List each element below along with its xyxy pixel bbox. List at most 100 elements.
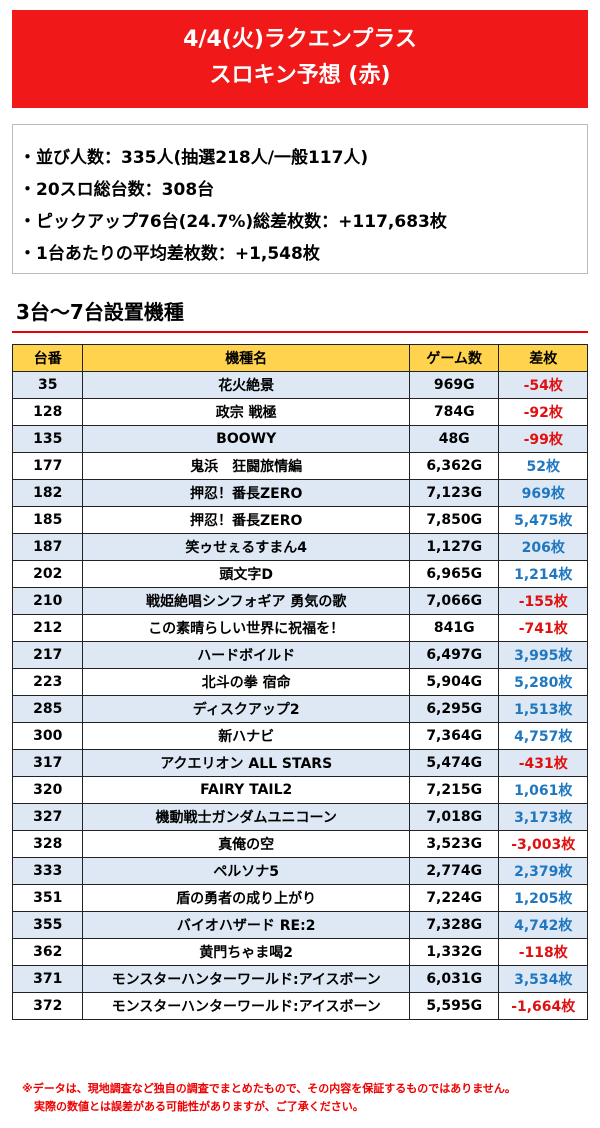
table-row: 128 政宗 戦極 784G -92枚 <box>11 398 588 426</box>
table-cell: 6,965G <box>408 560 500 588</box>
table-row: 355 バイオハザード RE:2 7,328G 4,742枚 <box>11 911 588 939</box>
table-cell: 北斗の拳 宿命 <box>82 668 410 696</box>
table-cell: 1,205枚 <box>498 884 588 912</box>
table-row: 223 北斗の拳 宿命 5,904G 5,280枚 <box>11 668 588 696</box>
table-row: 327 機動戦士ガンダムユニコーン 7,018G 3,173枚 <box>11 803 588 831</box>
table-cell: -155枚 <box>498 587 588 615</box>
table-cell: 機動戦士ガンダムユニコーン <box>82 803 410 831</box>
table: 台番 機種名 ゲーム数 差枚 35 花火絶景 969G -54枚 128 政宗 戦極 784G -92… <box>11 344 588 1020</box>
table-cell: 3,534枚 <box>498 965 588 993</box>
table-cell: 6,295G <box>408 695 500 723</box>
column-header: ゲーム数 <box>408 344 500 372</box>
table-row: 202 頭文字D 6,965G 1,214枚 <box>11 560 588 588</box>
table-cell: 3,523G <box>408 830 500 858</box>
table-row: 210 戦姫絶唱シンフォギア 勇気の歌 7,066G -155枚 <box>11 587 588 615</box>
table-cell: 押忍！番長ZERO <box>82 506 410 534</box>
column-header: 機種名 <box>82 344 410 372</box>
table-cell: 128 <box>11 398 84 426</box>
table-cell: 5,475枚 <box>498 506 588 534</box>
table-row: 135 BOOWY 48G -99枚 <box>11 425 588 453</box>
summary: ・並び人数：335人(抽選218人/一般117人) ・20スロ総台数：308台 ・ピ… <box>12 124 588 274</box>
table-cell: 6,031G <box>408 965 500 993</box>
table-cell: 7,123G <box>408 479 500 507</box>
title: 4/4(火)ラクエンプラス <box>183 27 417 52</box>
table-cell: 花火絶景 <box>82 371 410 399</box>
table-cell: 5,595G <box>408 992 500 1020</box>
divider <box>12 331 588 333</box>
table-cell: 4,757枚 <box>498 722 588 750</box>
table-cell: 969G <box>408 371 500 399</box>
table-cell: 35 <box>11 371 84 399</box>
table-cell: 5,280枚 <box>498 668 588 696</box>
table-cell: 182 <box>11 479 84 507</box>
table-cell: 212 <box>11 614 84 642</box>
table-row: 182 押忍！番長ZERO 7,123G 969枚 <box>11 479 588 507</box>
table-cell: 6,497G <box>408 641 500 669</box>
table-cell: -54枚 <box>498 371 588 399</box>
table-row: 328 真俺の空 3,523G -3,003枚 <box>11 830 588 858</box>
table-cell: 3,995枚 <box>498 641 588 669</box>
table-cell: 3,173枚 <box>498 803 588 831</box>
table-row: 185 押忍！番長ZERO 7,850G 5,475枚 <box>11 506 588 534</box>
footnote: ※データは、現地調査など独自の調査でまとめたもので、その内容を保証するものではあ… <box>22 1080 516 1116</box>
table-cell: バイオハザード RE:2 <box>82 911 410 939</box>
table-cell: 黄門ちゃま喝2 <box>82 938 410 966</box>
table-row: 320 FAIRY TAIL2 7,215G 1,061枚 <box>11 776 588 804</box>
table-cell: 327 <box>11 803 84 831</box>
table-row: 285 ディスクアップ2 6,295G 1,513枚 <box>11 695 588 723</box>
table-cell: 6,362G <box>408 452 500 480</box>
table-cell: -3,003枚 <box>498 830 588 858</box>
summary-item: ・ピックアップ76台(24.7%)総差枚数：+117,683枚 <box>19 212 447 232</box>
summary-item: ・20スロ総台数：308台 <box>19 180 215 200</box>
table-cell: アクエリオン ALL STARS <box>82 749 410 777</box>
table-cell: 7,328G <box>408 911 500 939</box>
table-cell: -741枚 <box>498 614 588 642</box>
table-cell: 7,215G <box>408 776 500 804</box>
table-cell: 5,904G <box>408 668 500 696</box>
table-cell: 206枚 <box>498 533 588 561</box>
table-cell: FAIRY TAIL2 <box>82 776 410 804</box>
table-cell: 223 <box>11 668 84 696</box>
table-cell: 371 <box>11 965 84 993</box>
column-header: 台番 <box>11 344 84 372</box>
table-row: 371 モンスターハンターワールド:アイスボーン 6,031G 3,534枚 <box>11 965 588 993</box>
table-cell: 笑ゥせぇるすまん4 <box>82 533 410 561</box>
table-row: 351 盾の勇者の成り上がり 7,224G 1,205枚 <box>11 884 588 912</box>
table-cell: 2,379枚 <box>498 857 588 885</box>
table-cell: 1,332G <box>408 938 500 966</box>
table-cell: 285 <box>11 695 84 723</box>
table-cell: 押忍！番長ZERO <box>82 479 410 507</box>
table-cell: 真俺の空 <box>82 830 410 858</box>
header: 4/4(火)ラクエンプラス スロキン予想 (赤) <box>12 10 588 108</box>
table-cell: 戦姫絶唱シンフォギア 勇気の歌 <box>82 587 410 615</box>
table-cell: 7,364G <box>408 722 500 750</box>
column-header: 差枚 <box>498 344 588 372</box>
table-cell: 新ハナビ <box>82 722 410 750</box>
table-cell: 5,474G <box>408 749 500 777</box>
table-cell: 320 <box>11 776 84 804</box>
summary-item: ・1台あたりの平均差枚数：+1,548枚 <box>19 244 320 264</box>
table-cell: 7,018G <box>408 803 500 831</box>
table-row: 212 この素晴らしい世界に祝福を！ 841G -741枚 <box>11 614 588 642</box>
footnote-line: ※データは、現地調査など独自の調査でまとめたもので、その内容を保証するものではあ… <box>22 1082 516 1095</box>
table-cell: -92枚 <box>498 398 588 426</box>
table-cell: ディスクアップ2 <box>82 695 410 723</box>
table-cell: モンスターハンターワールド:アイスボーン <box>82 992 410 1020</box>
table-row: 362 黄門ちゃま喝2 1,332G -118枚 <box>11 938 588 966</box>
table-row: 372 モンスターハンターワールド:アイスボーン 5,595G -1,664枚 <box>11 992 588 1020</box>
table-cell: -1,664枚 <box>498 992 588 1020</box>
table-cell: 1,513枚 <box>498 695 588 723</box>
table-row: 300 新ハナビ 7,364G 4,757枚 <box>11 722 588 750</box>
table-cell: 鬼浜 狂闘旅情編 <box>82 452 410 480</box>
table-row: 217 ハードボイルド 6,497G 3,995枚 <box>11 641 588 669</box>
table-row: 35 花火絶景 969G -54枚 <box>11 371 588 399</box>
table-cell: ハードボイルド <box>82 641 410 669</box>
table-cell: 841G <box>408 614 500 642</box>
table-row: 317 アクエリオン ALL STARS 5,474G -431枚 <box>11 749 588 777</box>
table-cell: この素晴らしい世界に祝福を！ <box>82 614 410 642</box>
table-cell: 48G <box>408 425 500 453</box>
table-cell: 135 <box>11 425 84 453</box>
table-cell: -99枚 <box>498 425 588 453</box>
table-cell: 355 <box>11 911 84 939</box>
